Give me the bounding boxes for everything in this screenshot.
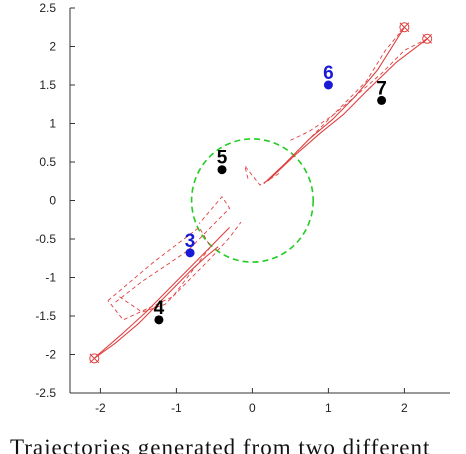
y-tick-label: -1 (45, 271, 56, 285)
endpoint-marker-circle (422, 33, 433, 44)
trajectory-line-1 (93, 246, 219, 359)
y-tick-label: -1.5 (35, 309, 56, 323)
trajectory-line-9 (286, 27, 405, 163)
point-4-dot (154, 315, 164, 325)
point-3-dot (185, 248, 195, 258)
endpoint-marker-cross (422, 33, 433, 44)
caption-text: Trajectories generated from two differen… (10, 435, 431, 454)
figure-caption: Trajectories generated from two differen… (0, 424, 466, 454)
y-tick-label: -2.5 (35, 386, 56, 400)
y-tick-label: 2 (49, 40, 56, 54)
x-tick-label: 2 (401, 401, 408, 415)
point-7-label: 7 (376, 78, 387, 99)
endpoint-marker-cross (89, 353, 100, 364)
point-5-label: 5 (217, 148, 228, 169)
point-7-dot (377, 95, 387, 105)
x-tick-label: -2 (95, 401, 106, 415)
circle-layer (190, 138, 314, 263)
series-layer (93, 27, 428, 359)
point-4-label: 4 (154, 298, 165, 319)
trajectory-line-2 (96, 227, 230, 357)
point-6-dot (323, 80, 333, 90)
y-tick-label: 1 (49, 117, 56, 131)
trajectory-line-10 (107, 226, 212, 321)
y-tick-label: -2 (45, 348, 56, 362)
x-tick-label: 1 (325, 401, 332, 415)
point-6-label: 6 (323, 63, 334, 84)
endpoint-marker-3 (422, 33, 433, 44)
trajectory-line-4 (267, 38, 428, 182)
endpoint-marker-cross (399, 22, 410, 33)
endpoint-marker-circle (399, 22, 410, 33)
y-tick-label: 0 (49, 194, 56, 208)
endpoint-marker-1 (89, 353, 100, 364)
point-layer: 3 4 5 6 7 (154, 63, 387, 325)
endpoint-marker-circle (89, 353, 100, 364)
trajectory-line-8 (290, 38, 428, 141)
x-tick-label: -1 (171, 401, 182, 415)
x-tick-label: 0 (249, 401, 256, 415)
endpoint-marker-2 (399, 22, 410, 33)
y-tick-label: 1.5 (39, 78, 56, 92)
point-5-dot (217, 165, 227, 175)
axes: 2.5 2 1.5 1 0.5 0 -0.5 -1 -1.5 -2 -2.5 -2 -1 0 1 2 (35, 1, 450, 415)
point-3-label: 3 (185, 231, 196, 252)
y-tick-label: 0.5 (39, 155, 56, 169)
marker-layer (89, 22, 433, 364)
y-tick-label: 2.5 (39, 1, 56, 15)
trajectory-line-5 (115, 196, 231, 303)
safety-circle (190, 138, 314, 263)
y-tick-label: -0.5 (35, 232, 56, 246)
